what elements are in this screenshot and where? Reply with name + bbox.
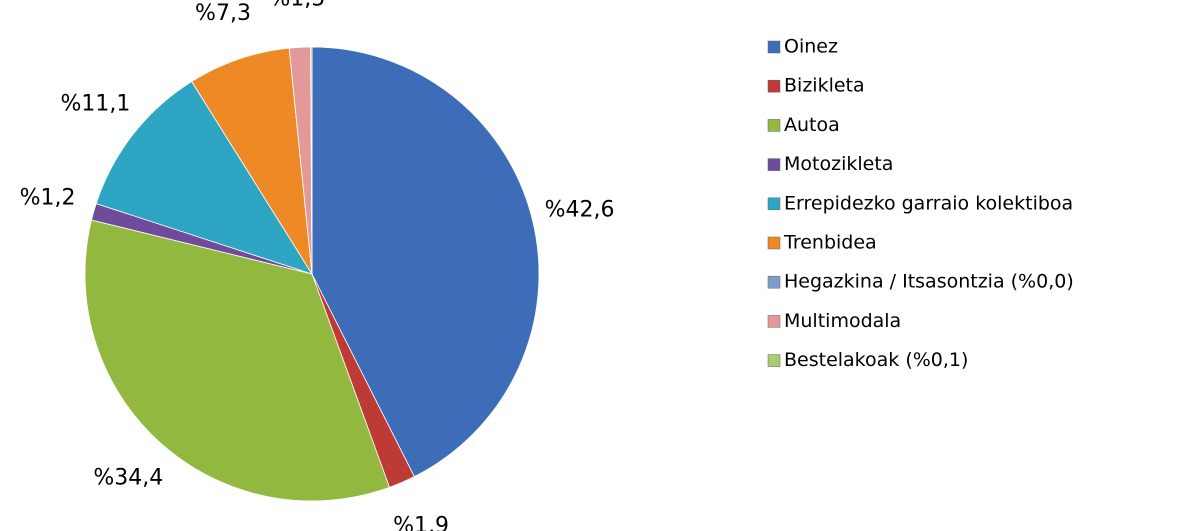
legend-swatch (767, 40, 781, 54)
data-label: %11,1 (60, 92, 130, 117)
data-label: %1,5 (269, 0, 325, 11)
legend-swatch (767, 79, 781, 93)
legend-label: Trenbidea (783, 232, 877, 254)
legend-label: Bestelakoak (%0,1) (784, 349, 968, 371)
legend-swatch (767, 354, 781, 367)
pie-slice (95, 80, 313, 275)
pie-slice (311, 46, 540, 478)
legend-swatch (767, 119, 781, 132)
pie-slice (84, 219, 391, 502)
legend-swatch (767, 158, 781, 171)
legend-swatch (767, 236, 781, 250)
data-label: %34,4 (93, 466, 163, 491)
data-label: %1,9 (393, 513, 449, 531)
legend-swatch (767, 315, 781, 328)
pie-slice (310, 46, 313, 275)
pie-slice (191, 47, 313, 275)
legend-label: Autoa (784, 114, 840, 136)
legend-label: Multimodala (784, 310, 901, 332)
legend-label: Bizikleta (784, 75, 865, 97)
legend-label: Hegazkina / Itsasontzia (%0,0) (784, 271, 1074, 293)
legend-swatch (767, 197, 781, 211)
legend-label: Errepidezko garraio kolektiboa (784, 192, 1073, 214)
data-label: %1,2 (20, 186, 76, 211)
legend-label: Oinez (784, 36, 838, 58)
legend-swatch (767, 275, 781, 289)
legend-label: Motozikleta (784, 153, 893, 175)
data-label: %42,6 (545, 197, 615, 222)
data-label: %7,3 (195, 1, 251, 26)
